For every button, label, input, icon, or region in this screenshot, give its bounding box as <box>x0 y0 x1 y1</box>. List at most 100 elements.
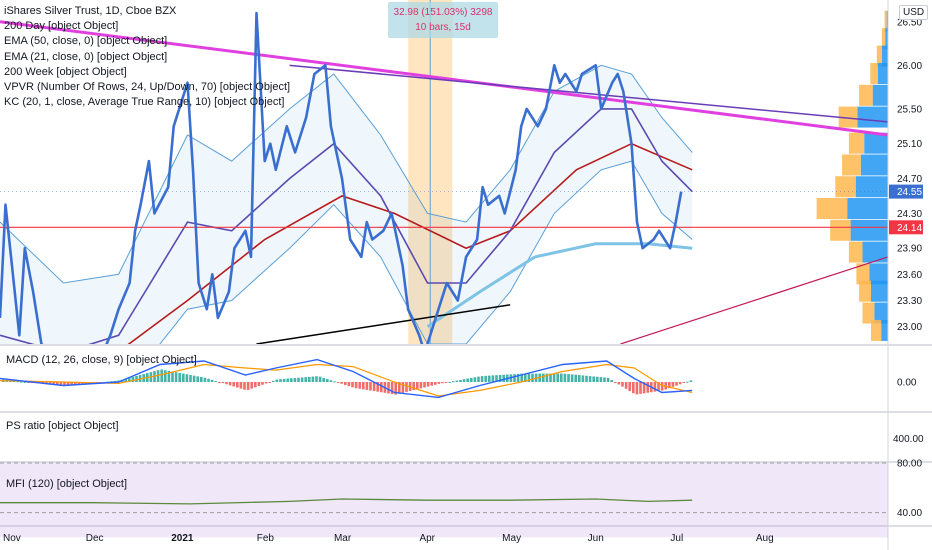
legend-indicator-200week[interactable]: 200 Week [object Object] <box>4 65 127 78</box>
macd-histogram-bar <box>520 373 523 382</box>
macd-histogram-bar <box>203 377 207 382</box>
volume-profile-down-bar <box>870 63 878 85</box>
legend-indicator-200day[interactable]: 200 Day [object Object] <box>4 20 119 33</box>
measure-line-2: 10 bars, 15d <box>415 22 471 33</box>
macd-histogram-bar <box>228 382 232 386</box>
macd-histogram-bar <box>182 373 185 382</box>
macd-histogram-bar <box>48 382 52 385</box>
volume-profile-up-bar <box>886 10 888 32</box>
legend-indicator-vpvr[interactable]: VPVR (Number Of Rows, 24, Up/Down, 70) [… <box>4 81 291 94</box>
time-axis-tick-label: 2021 <box>171 533 194 544</box>
macd-histogram-bar <box>387 382 390 394</box>
macd-histogram-bar <box>624 382 628 389</box>
macd-histogram-bar <box>686 381 689 383</box>
macd-histogram-bar <box>110 381 113 383</box>
macd-histogram-bar <box>351 382 354 388</box>
macd-histogram-bar <box>545 373 549 382</box>
macd-histogram-bar <box>308 376 311 382</box>
macd-histogram-bar <box>516 373 520 382</box>
macd-histogram-bar <box>437 382 441 384</box>
macd-histogram-bar <box>113 380 117 382</box>
volume-profile-down-bar <box>838 106 858 128</box>
macd-histogram-bar <box>549 373 552 382</box>
trendline-magenta[interactable] <box>0 20 888 137</box>
macd-histogram-bar <box>671 382 675 387</box>
macd-histogram-bar <box>592 376 595 382</box>
macd-histogram-bar <box>653 382 657 392</box>
time-axis-tick-label: Dec <box>86 533 104 544</box>
price-axis-tick-label: 25.50 <box>897 104 922 115</box>
macd-histogram-bar <box>369 382 372 391</box>
macd-histogram-bar <box>646 382 649 393</box>
macd-histogram-bar <box>599 377 603 382</box>
currency-button[interactable]: USD <box>899 5 929 20</box>
macd-histogram-bar <box>200 377 203 382</box>
macd-histogram-bar <box>552 373 556 382</box>
macd-histogram-bar <box>59 382 63 386</box>
macd-histogram-bar <box>423 382 426 388</box>
macd-histogram-bar <box>344 382 347 385</box>
macd-histogram-bar <box>290 378 293 382</box>
macd-histogram-bar <box>27 382 30 383</box>
macd-histogram-bar <box>639 382 642 394</box>
trendline-purple[interactable] <box>289 64 888 123</box>
macd-histogram-bar <box>444 382 448 383</box>
volume-profile-down-bar <box>881 28 886 50</box>
price-axis-tick-label: 23.00 <box>897 322 922 333</box>
mfi-axis-tick-label: 40.00 <box>897 508 922 519</box>
price-axis-tick-label: 24.70 <box>897 174 922 185</box>
ps-pane-label[interactable]: PS ratio [object Object] <box>6 420 119 432</box>
macd-histogram-bar <box>657 382 660 392</box>
volume-profile-up-bar <box>874 302 888 324</box>
volume-profile-down-bar <box>830 219 851 241</box>
macd-histogram-bar <box>333 381 336 383</box>
macd-histogram-bar <box>322 377 325 382</box>
volume-profile-down-bar <box>848 132 865 154</box>
macd-histogram-bar <box>498 374 502 382</box>
macd-histogram-bar <box>52 382 55 386</box>
price-axis-tick-label: 26.50 <box>897 17 922 28</box>
macd-histogram-bar <box>491 375 495 382</box>
macd-histogram-bar <box>610 380 613 382</box>
macd-histogram-bar <box>452 381 455 383</box>
macd-histogram-bar <box>477 376 480 382</box>
legend-indicator-kc[interactable]: KC (20, 1, close, Average True Range, 10… <box>4 96 285 109</box>
macd-histogram-bar <box>419 382 423 389</box>
macd-histogram-bar <box>581 375 585 382</box>
macd-histogram-bar <box>614 382 617 383</box>
macd-histogram-bar <box>124 378 127 382</box>
macd-histogram-bar <box>336 382 340 383</box>
macd-histogram-bar <box>441 382 444 384</box>
macd-histogram-bar <box>160 369 163 382</box>
macd-axis-tick-label: 0.00 <box>897 378 917 389</box>
trendline-black[interactable] <box>256 304 511 344</box>
macd-pane-label[interactable]: MACD (12, 26, close, 9) [object Object] <box>6 354 197 366</box>
macd-histogram-bar <box>178 372 181 382</box>
macd-histogram-bar <box>376 382 379 392</box>
macd-histogram-bar <box>635 382 639 395</box>
macd-histogram-bar <box>570 374 574 382</box>
ema-21-line <box>0 108 693 344</box>
macd-histogram-bar <box>318 376 322 382</box>
macd-histogram-bar <box>272 380 275 382</box>
legend-indicator-ema21[interactable]: EMA (21, close, 0) [object Object] <box>4 50 168 63</box>
macd-histogram-bar <box>279 379 282 382</box>
macd-histogram-bar <box>578 375 581 382</box>
volume-profile-down-bar <box>884 10 887 32</box>
macd-histogram-bar <box>171 371 174 382</box>
macd-histogram-bar <box>304 377 307 382</box>
volume-profile-up-bar <box>872 84 888 106</box>
legend-indicator-ema50[interactable]: EMA (50, close, 0) [object Object] <box>4 35 168 48</box>
macd-histogram-bar <box>293 378 297 382</box>
volume-profile-down-bar <box>862 302 875 324</box>
macd-histogram-bar <box>315 376 318 382</box>
macd-histogram-bar <box>221 382 225 384</box>
trendline-red[interactable] <box>620 256 888 344</box>
mfi-pane-label[interactable]: MFI (120) [object Object] <box>6 478 128 490</box>
macd-histogram-bar <box>354 382 358 389</box>
time-axis-tick-label: Feb <box>257 533 275 544</box>
macd-histogram-bar <box>495 375 498 382</box>
price-axis-tick-label: 25.10 <box>897 139 922 150</box>
macd-histogram-bar <box>117 380 120 382</box>
